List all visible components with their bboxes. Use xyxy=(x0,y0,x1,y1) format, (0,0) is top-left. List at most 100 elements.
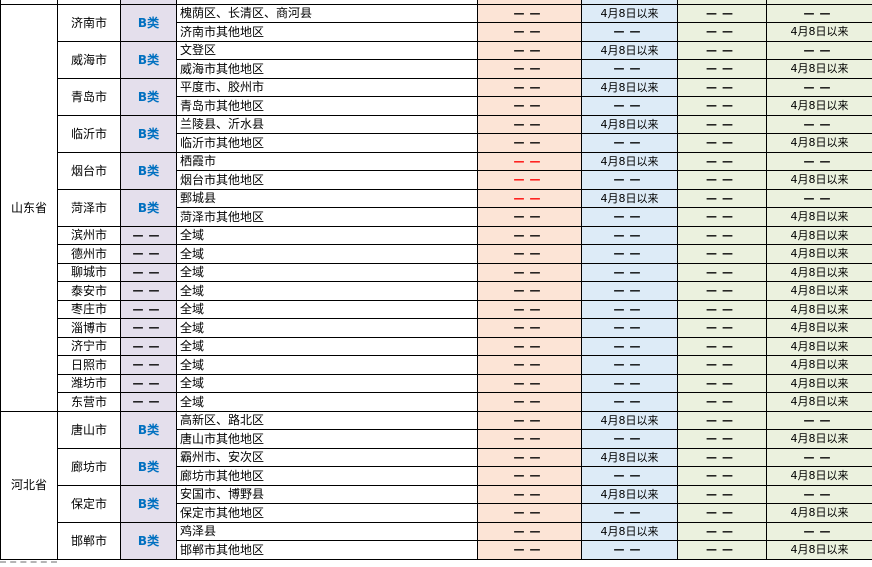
category-cell: B类 xyxy=(120,3,177,42)
status-cell-col8: 4月8日以来 xyxy=(766,318,872,338)
category-cell: —— xyxy=(120,299,177,319)
category-cell: —— xyxy=(120,355,177,375)
status-cell-col6: —— xyxy=(581,373,678,393)
table-row: 聊城市 —— 全域 —— —— —— 4月8日以来 xyxy=(1,262,872,282)
status-cell-col5: —— xyxy=(477,96,582,116)
table-row: 威海市其他地区 —— —— —— 4月8日以来 xyxy=(1,59,872,79)
status-cell-col6: 4月8日以来 xyxy=(581,114,678,134)
status-cell-col8: 4月8日以来 xyxy=(766,22,872,42)
status-cell-col7: —— xyxy=(677,466,767,486)
status-cell-col6: —— xyxy=(581,540,678,560)
category-cell: B类 xyxy=(120,188,177,227)
table-row: 济南市其他地区 —— —— —— 4月8日以来 xyxy=(1,22,872,42)
status-cell-col8: —— xyxy=(766,410,872,430)
category-cell: B类 xyxy=(120,410,177,449)
status-cell-col6: 4月8日以来 xyxy=(581,40,678,60)
city-cell: 保定市 xyxy=(57,484,121,523)
status-cell-col7: —— xyxy=(677,188,767,208)
table-row: 菏泽市其他地区 —— —— —— 4月8日以来 xyxy=(1,207,872,227)
status-cell-col6: —— xyxy=(581,336,678,356)
status-cell-col5: —— xyxy=(477,77,582,97)
status-cell-col8: 4月8日以来 xyxy=(766,225,872,245)
category-cell: —— xyxy=(120,225,177,245)
status-cell-col5: —— xyxy=(477,447,582,467)
table-row: 山东省 济南市 B类 槐荫区、长清区、商河县 —— 4月8日以来 —— —— xyxy=(0,3,872,412)
city-cell: 德州市 xyxy=(57,244,121,264)
status-cell-col5: —— xyxy=(477,410,582,430)
status-cell-col6: —— xyxy=(581,429,678,449)
city-cell: 泰安市 xyxy=(57,281,121,301)
status-cell-col7: —— xyxy=(677,355,767,375)
status-cell-col5: —— xyxy=(477,133,582,153)
status-cell-col5: —— xyxy=(477,225,582,245)
category-cell: —— xyxy=(120,392,177,412)
table-row: 泰安市 —— 全域 —— —— —— 4月8日以来 xyxy=(1,281,872,301)
city-cell: 济南市 xyxy=(57,3,121,42)
region-cell: 全域 xyxy=(176,244,478,264)
city-cell: 烟台市 xyxy=(57,151,121,190)
table-row: 廊坊市 B类 霸州市、安次区 —— 4月8日以来 —— —— xyxy=(1,447,872,486)
status-cell-col7: —— xyxy=(677,318,767,338)
status-cell-col6: —— xyxy=(581,22,678,42)
table-row: 临沂市 B类 兰陵县、沂水县 —— 4月8日以来 —— —— xyxy=(1,114,872,153)
status-cell-col7: —— xyxy=(677,484,767,504)
table-row: 菏泽市 B类 鄄城县 —— 4月8日以来 —— —— xyxy=(1,188,872,227)
status-cell-col5: —— xyxy=(477,466,582,486)
region-cell: 全域 xyxy=(176,281,478,301)
table-row: 青岛市其他地区 —— —— —— 4月8日以来 xyxy=(1,96,872,116)
region-cell: 文登区 xyxy=(176,40,478,60)
status-cell-col8: 4月8日以来 xyxy=(766,373,872,393)
status-cell-col8: —— xyxy=(766,484,872,504)
province-cell: 山东省 xyxy=(0,3,58,412)
region-cell: 鄄城县 xyxy=(176,188,478,208)
table-row: 邯郸市 B类 鸡泽县 —— 4月8日以来 —— —— xyxy=(1,521,872,560)
city-cell: 菏泽市 xyxy=(57,188,121,227)
region-cell: 威海市其他地区 xyxy=(176,59,478,79)
status-cell-col8: 4月8日以来 xyxy=(766,170,872,190)
region-cell: 全域 xyxy=(176,336,478,356)
page-break-dashed-line xyxy=(0,561,57,563)
status-cell-col7: —— xyxy=(677,336,767,356)
status-cell-col8: 4月8日以来 xyxy=(766,392,872,412)
status-cell-col7: —— xyxy=(677,521,767,541)
table-row: 河北省 唐山市 B类 高新区、路北区 —— 4月8日以来 —— —— xyxy=(0,410,872,560)
status-cell-col5: —— xyxy=(477,22,582,42)
status-cell-col8: 4月8日以来 xyxy=(766,244,872,264)
status-cell-col8: —— xyxy=(766,447,872,467)
table-row: 唐山市其他地区 —— —— —— 4月8日以来 xyxy=(1,429,872,449)
status-cell-col6: —— xyxy=(581,281,678,301)
status-cell-col5: —— xyxy=(477,170,582,190)
region-cell: 全域 xyxy=(176,392,478,412)
status-cell-col6: —— xyxy=(581,96,678,116)
table-row: 烟台市其他地区 —— —— —— 4月8日以来 xyxy=(1,170,872,190)
city-cell: 威海市 xyxy=(57,40,121,79)
table-row: 济宁市 —— 全域 —— —— —— 4月8日以来 xyxy=(1,336,872,356)
status-cell-col8: 4月8日以来 xyxy=(766,262,872,282)
status-cell-col6: —— xyxy=(581,355,678,375)
status-cell-col6: —— xyxy=(581,392,678,412)
status-cell-col8: 4月8日以来 xyxy=(766,429,872,449)
region-cell: 高新区、路北区 xyxy=(176,410,478,430)
status-cell-col5: —— xyxy=(477,151,582,171)
status-cell-col6: 4月8日以来 xyxy=(581,3,678,23)
status-cell-col5: —— xyxy=(477,188,582,208)
status-cell-col6: —— xyxy=(581,503,678,523)
category-cell: —— xyxy=(120,281,177,301)
category-cell: —— xyxy=(120,318,177,338)
region-cell: 菏泽市其他地区 xyxy=(176,207,478,227)
status-cell-col5: —— xyxy=(477,392,582,412)
status-cell-col8: 4月8日以来 xyxy=(766,207,872,227)
status-cell-col7: —— xyxy=(677,151,767,171)
region-cell: 全域 xyxy=(176,299,478,319)
table-row: 廊坊市其他地区 —— —— —— 4月8日以来 xyxy=(1,466,872,486)
status-cell-col5: —— xyxy=(477,244,582,264)
city-cell: 东营市 xyxy=(57,392,121,412)
city-cell: 日照市 xyxy=(57,355,121,375)
status-cell-col5: —— xyxy=(477,59,582,79)
status-cell-col5: —— xyxy=(477,484,582,504)
status-cell-col7: —— xyxy=(677,392,767,412)
status-cell-col6: 4月8日以来 xyxy=(581,151,678,171)
status-cell-col8: —— xyxy=(766,77,872,97)
